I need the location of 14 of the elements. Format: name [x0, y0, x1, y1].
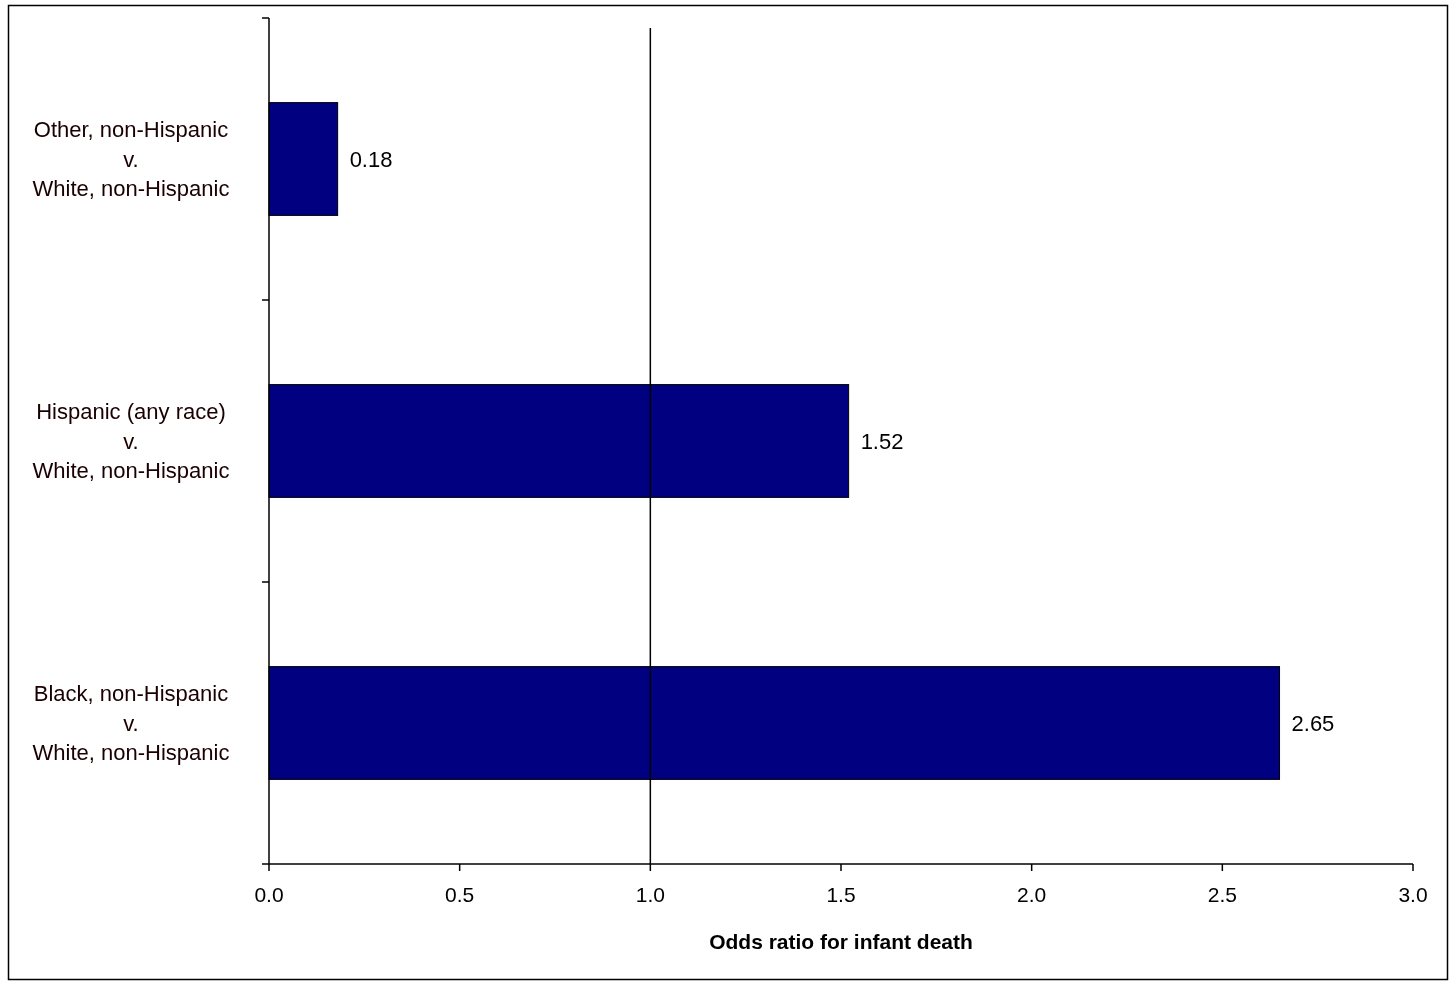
data-label: 0.18: [349, 146, 393, 172]
data-label: 2.65: [1291, 710, 1335, 736]
data-label: 1.52: [860, 428, 904, 454]
x-tick-label: 0.0: [254, 882, 284, 906]
x-tick-label: 1.5: [826, 882, 856, 906]
x-tick-label: 2.5: [1207, 882, 1237, 906]
x-axis-title: Odds ratio for infant death: [709, 929, 973, 953]
x-tick-label: 2.0: [1017, 882, 1047, 906]
x-tick-label: 3.0: [1398, 882, 1428, 906]
y-tick-label: Hispanic (any race) v. White, non-Hispanic: [32, 399, 230, 483]
x-tick-label: 0.5: [445, 882, 475, 906]
x-tick-label: 1.0: [635, 882, 665, 906]
y-tick-label: Other, non-Hispanic v. White, non-Hispanic: [32, 117, 230, 201]
y-tick-label: Black, non-Hispanic v. White, non-Hispanic: [32, 681, 230, 765]
